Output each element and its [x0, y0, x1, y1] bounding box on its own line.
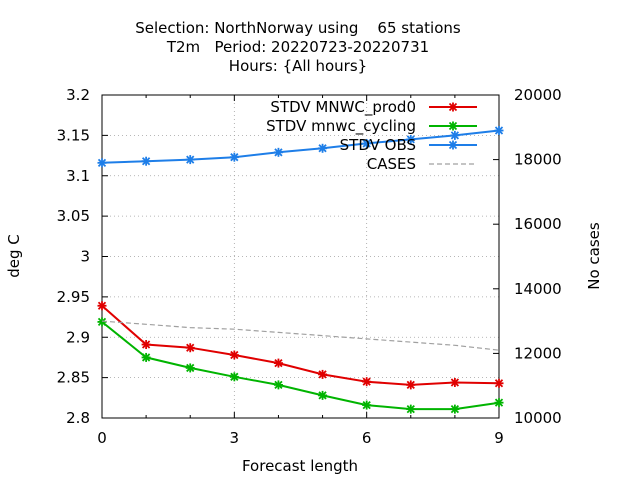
- legend-stdv-mnwc-cycling-label: STDV mnwc_cycling: [266, 117, 416, 136]
- series-stdv-obs-point: [141, 156, 151, 166]
- series-stdv-mnwc-cycling-point: [185, 363, 195, 373]
- series-stdv-mnwc-cycling-point: [494, 398, 504, 408]
- series-stdv-obs-point: [406, 134, 416, 144]
- x-tick-label: 6: [362, 429, 372, 447]
- series-stdv-mnwc-cycling-point: [273, 380, 283, 390]
- series-stdv-mnwc-prod0-point: [450, 377, 460, 387]
- series-cases-line: [101, 320, 500, 351]
- series-stdv-obs-point: [97, 158, 107, 168]
- y-tick-label: 3.05: [57, 207, 90, 225]
- series-stdv-mnwc-cycling-line: [101, 321, 500, 411]
- y2-tick-label: 20000: [514, 86, 562, 104]
- series-stdv-obs-point: [318, 143, 328, 153]
- series-lines: [97, 126, 504, 414]
- series-stdv-mnwc-prod0-point: [141, 340, 151, 350]
- y2-tick-label: 18000: [514, 151, 562, 169]
- series-stdv-mnwc-prod0-point: [273, 358, 283, 368]
- series-stdv-obs-point: [450, 130, 460, 140]
- series-stdv-mnwc-cycling-point: [318, 390, 328, 400]
- legend-stdv-obs-marker: [448, 140, 458, 150]
- series-stdv-obs-point: [229, 152, 239, 162]
- series-stdv-mnwc-prod0-point: [97, 301, 107, 311]
- series-stdv-obs-point: [185, 155, 195, 165]
- x-tick-label: 0: [97, 429, 107, 447]
- axis-ticks: 2.8 2.85 2.9 2.95 3 3.05 3.1 3.15 3.2 10000 12000 1…: [57, 86, 562, 447]
- y-tick-label: 3.15: [57, 126, 90, 144]
- series-stdv-mnwc-prod0-point: [494, 378, 504, 388]
- title-line-3: Hours: {All hours}: [229, 57, 367, 75]
- series-stdv-mnwc-cycling-point: [141, 352, 151, 362]
- title-line-1: Selection: NorthNorway using 65 stations: [135, 19, 461, 37]
- series-stdv-mnwc-prod0-point: [362, 377, 372, 387]
- series-stdv-mnwc-cycling-point: [450, 404, 460, 414]
- series-stdv-mnwc-cycling-point: [362, 400, 372, 410]
- y2-tick-label: 12000: [514, 344, 562, 362]
- series-stdv-obs-point: [494, 126, 504, 136]
- series-stdv-mnwc-cycling-point: [406, 404, 416, 414]
- series-stdv-mnwc-prod0-point: [318, 369, 328, 379]
- y2-axis-label: No cases: [585, 222, 603, 290]
- legend-stdv-obs-label: STDV OBS: [340, 136, 416, 154]
- y-tick-label: 3.1: [66, 167, 90, 185]
- x-axis-label: Forecast length: [242, 457, 358, 475]
- x-tick-label: 9: [494, 429, 504, 447]
- y-tick-label: 3: [80, 248, 90, 266]
- legend-stdv-mnwc-prod0-marker: [448, 102, 458, 112]
- legend-cases-label: CASES: [367, 155, 416, 173]
- title-line-2: T2m Period: 20220723-20220731: [166, 38, 429, 56]
- chart-title: Selection: NorthNorway using 65 stations…: [135, 19, 461, 75]
- y-tick-label: 2.8: [66, 409, 90, 427]
- series-stdv-obs-point: [362, 138, 372, 148]
- legend-stdv-mnwc-cycling-marker: [448, 121, 458, 131]
- series-stdv-obs-line: [101, 129, 500, 164]
- y-tick-label: 2.9: [66, 328, 90, 346]
- y-tick-label: 3.2: [66, 86, 90, 104]
- series-stdv-mnwc-cycling-point: [229, 372, 239, 382]
- series-stdv-obs-point: [273, 147, 283, 157]
- y-axis-label: deg C: [5, 234, 23, 278]
- series-stdv-mnwc-prod0-point: [185, 343, 195, 353]
- y-tick-label: 2.95: [57, 288, 90, 306]
- legend-stdv-mnwc-prod0-label: STDV MNWC_prod0: [270, 98, 416, 117]
- series-stdv-mnwc-prod0-point: [229, 350, 239, 360]
- y2-tick-label: 16000: [514, 215, 562, 233]
- y2-tick-label: 10000: [514, 409, 562, 427]
- series-stdv-mnwc-prod0-point: [406, 380, 416, 390]
- y-tick-label: 2.85: [57, 369, 90, 387]
- y2-tick-label: 14000: [514, 280, 562, 298]
- x-tick-label: 3: [230, 429, 240, 447]
- series-stdv-mnwc-prod0-line: [101, 305, 500, 386]
